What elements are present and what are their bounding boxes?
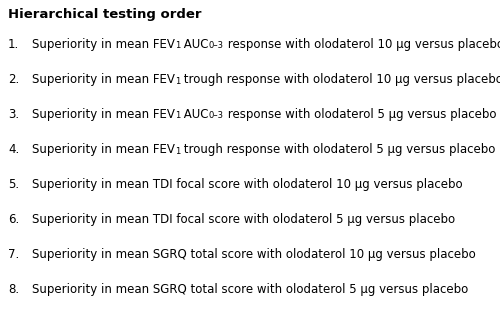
Text: Superiority in mean TDI focal score with olodaterol 10 μg versus placebo: Superiority in mean TDI focal score with…: [32, 178, 462, 191]
Text: 3.: 3.: [8, 108, 19, 121]
Text: response with olodaterol 5 μg versus placebo: response with olodaterol 5 μg versus pla…: [224, 108, 496, 121]
Text: Superiority in mean SGRQ total score with olodaterol 10 μg versus placebo: Superiority in mean SGRQ total score wit…: [32, 248, 476, 261]
Text: 5.: 5.: [8, 178, 19, 191]
Text: AUC: AUC: [180, 108, 209, 121]
Text: 0–3: 0–3: [209, 41, 224, 50]
Text: trough response with olodaterol 10 μg versus placebo: trough response with olodaterol 10 μg ve…: [180, 73, 500, 86]
Text: Hierarchical testing order: Hierarchical testing order: [8, 8, 202, 21]
Text: Superiority in mean FEV: Superiority in mean FEV: [32, 73, 175, 86]
Text: AUC: AUC: [180, 38, 209, 51]
Text: 7.: 7.: [8, 248, 19, 261]
Text: 1: 1: [175, 146, 180, 155]
Text: 4.: 4.: [8, 143, 19, 156]
Text: 0–3: 0–3: [209, 112, 224, 121]
Text: 1: 1: [175, 41, 180, 50]
Text: 1: 1: [175, 112, 180, 121]
Text: Superiority in mean TDI focal score with olodaterol 5 μg versus placebo: Superiority in mean TDI focal score with…: [32, 213, 455, 226]
Text: Superiority in mean SGRQ total score with olodaterol 5 μg versus placebo: Superiority in mean SGRQ total score wit…: [32, 283, 468, 296]
Text: trough response with olodaterol 5 μg versus placebo: trough response with olodaterol 5 μg ver…: [180, 143, 496, 156]
Text: 6.: 6.: [8, 213, 19, 226]
Text: Superiority in mean FEV: Superiority in mean FEV: [32, 108, 175, 121]
Text: 1: 1: [175, 77, 180, 85]
Text: 1.: 1.: [8, 38, 19, 51]
Text: Superiority in mean FEV: Superiority in mean FEV: [32, 143, 175, 156]
Text: 8.: 8.: [8, 283, 19, 296]
Text: Superiority in mean FEV: Superiority in mean FEV: [32, 38, 175, 51]
Text: 2.: 2.: [8, 73, 19, 86]
Text: response with olodaterol 10 μg versus placebo: response with olodaterol 10 μg versus pl…: [224, 38, 500, 51]
